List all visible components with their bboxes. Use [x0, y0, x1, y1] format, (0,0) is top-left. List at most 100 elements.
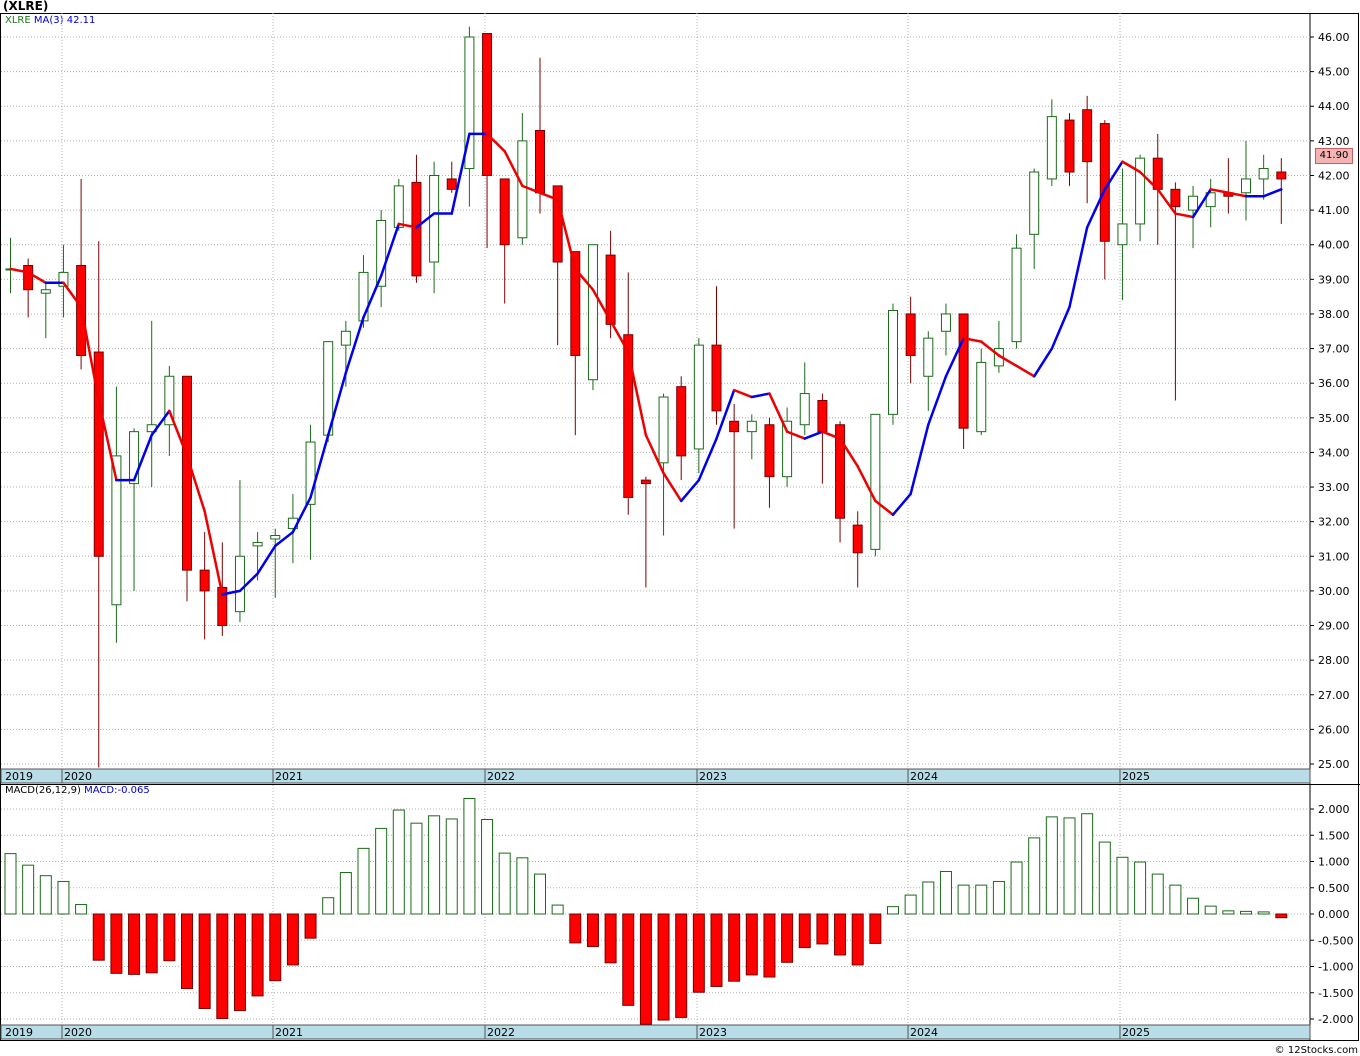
macd-bar [534, 873, 546, 915]
ma-segment [556, 198, 577, 271]
x-tick-label: 2021 [275, 770, 303, 783]
candle-body [570, 251, 581, 356]
price-legend-symbol: XLRE [5, 15, 31, 26]
x-tick-label: 2023 [699, 1026, 727, 1039]
ma-segment [221, 589, 242, 596]
macd-y-tick-label: -2.000 [1318, 1013, 1353, 1026]
macd-bar [851, 913, 864, 966]
price-legend: XLRE MA(3) 42.11 [5, 15, 95, 26]
price-y-tick-label: 27.00 [1318, 689, 1350, 702]
macd-y-tick-label: -0.500 [1318, 934, 1353, 947]
candle-body [852, 524, 863, 554]
macd-bar [569, 913, 582, 944]
macd-bar [1169, 884, 1182, 915]
macd-x-axis-band [0, 1024, 1311, 1040]
ma-segment [274, 530, 295, 548]
macd-bar [728, 913, 741, 982]
price-y-tick-label: 40.00 [1318, 239, 1350, 252]
candle-body [111, 455, 122, 606]
price-y-tick-label: 41.00 [1318, 204, 1350, 217]
ma-segment [856, 465, 877, 503]
ma-segment [750, 392, 771, 399]
macd-bar [604, 913, 617, 964]
candle-body [764, 424, 775, 478]
x-tick-label: 2020 [64, 770, 92, 783]
candle-body [393, 185, 404, 228]
copyright-text: © 12Stocks.com [1274, 1045, 1358, 1056]
macd-legend: MACD(26,12,9) MACD:-0.065 [5, 785, 150, 796]
candle-body [587, 244, 598, 381]
macd-y-tick-label: 1.000 [1318, 856, 1350, 869]
macd-bar [1098, 841, 1111, 915]
ma-segment [1050, 305, 1071, 350]
ma-segment [450, 132, 471, 215]
candle-body [1170, 188, 1181, 208]
macd-bar [304, 913, 317, 939]
candle-body [746, 420, 757, 433]
candle-body [1046, 116, 1057, 180]
macd-bar [763, 913, 776, 978]
macd-bar [939, 870, 952, 915]
candle-body [93, 351, 104, 557]
ma-segment [362, 274, 383, 319]
macd-bar [4, 853, 17, 915]
ma-segment [521, 184, 542, 195]
ma-segment [291, 496, 312, 534]
macd-bar [357, 847, 370, 915]
macd-bar [975, 884, 988, 915]
ma-segment [627, 350, 648, 437]
candle-body [835, 424, 846, 519]
candle-body [923, 337, 934, 377]
macd-y-tick-label: -1.500 [1318, 987, 1353, 1000]
price-y-tick-label: 30.00 [1318, 585, 1350, 598]
x-tick-label: 2024 [910, 770, 938, 783]
candle-body [199, 569, 210, 592]
ma-segment [256, 544, 277, 575]
ma-segment [591, 288, 612, 323]
price-y-tick-label: 45.00 [1318, 66, 1350, 79]
ma-segment [26, 271, 48, 285]
ma-segment [980, 340, 1001, 357]
candle-body [411, 181, 422, 277]
candle-body [217, 586, 228, 627]
ma-segment [874, 499, 895, 516]
macd-bar [1134, 861, 1147, 915]
macd-bar [639, 913, 652, 1025]
price-y-tick-label: 43.00 [1318, 135, 1350, 148]
price-y-tick-label: 33.00 [1318, 481, 1350, 494]
macd-bar [251, 913, 264, 997]
candle-body [1029, 171, 1040, 235]
candle-body [270, 535, 281, 540]
x-tick-label: 2020 [64, 1026, 92, 1039]
macd-bar [869, 913, 882, 944]
macd-y-tick-label: -1.000 [1318, 961, 1353, 974]
macd-bar [498, 852, 511, 915]
ma-segment [697, 437, 718, 482]
ma-segment [838, 437, 859, 468]
ma-segment [927, 375, 948, 426]
macd-bar [145, 913, 158, 974]
candle-body [640, 479, 651, 485]
ma-segment [662, 471, 683, 503]
candle-body [711, 344, 722, 412]
price-y-tick-label: 28.00 [1318, 654, 1350, 667]
price-y-tick-label: 38.00 [1318, 308, 1350, 321]
macd-bar [198, 913, 211, 1009]
candle-body [1082, 109, 1093, 163]
ma-segment [1156, 188, 1177, 215]
macd-bar [1275, 913, 1288, 919]
ma-segment [715, 388, 736, 440]
macd-bar [375, 827, 388, 915]
candle-body [1188, 195, 1199, 211]
ma-segment [9, 267, 30, 274]
candle-body [676, 386, 687, 457]
ma-segment [415, 212, 436, 229]
macd-bar [1045, 816, 1058, 915]
macd-bar [1204, 905, 1217, 915]
ma-segment [397, 222, 418, 229]
macd-bar [339, 872, 352, 915]
macd-bar [745, 913, 758, 976]
macd-bar [1222, 910, 1235, 915]
candle-body [799, 393, 810, 426]
